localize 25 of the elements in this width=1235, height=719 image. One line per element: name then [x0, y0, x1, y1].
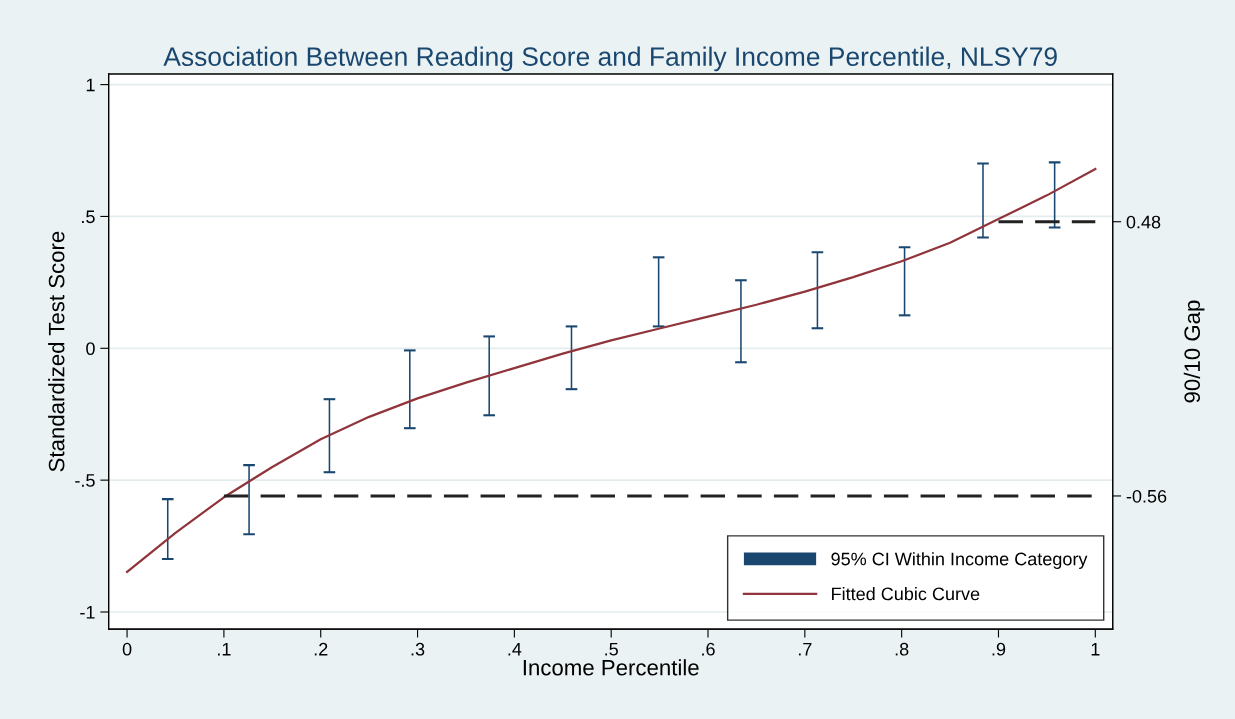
y2-tick-label: -0.56: [1126, 489, 1167, 503]
x-tick-label: .4: [508, 642, 522, 656]
y-tick-label: -1: [80, 606, 95, 619]
chart-title: Association Between Reading Score and Family Income Percentile, NLSY79: [163, 46, 1057, 72]
y-axis-title: Standardized Test Score: [48, 231, 65, 472]
y-tick-label: 0: [86, 342, 95, 356]
y-tick-label: .5: [82, 210, 95, 224]
line-series: [125, 167, 1097, 574]
y2-axis-title: 90/10 Gap: [1183, 300, 1205, 403]
legend-label: Fitted Cubic Curve: [832, 587, 980, 601]
x-tick-label: .6: [702, 642, 715, 656]
x-tick-label: .5: [605, 642, 618, 656]
y-tick-label: 1: [86, 78, 95, 92]
x-tick-label: .7: [798, 642, 812, 656]
x-tick-label: .3: [411, 642, 425, 656]
x-tick-label: .2: [314, 642, 328, 656]
x-tick-label: .9: [992, 642, 1006, 656]
legend-label: 95% CI Within Income Category: [831, 552, 1088, 569]
x-tick-label: .1: [218, 642, 231, 656]
y-tick-label: -.5: [75, 474, 95, 487]
x-tick-label: .8: [895, 642, 909, 656]
y2-tick-label: 0.48: [1126, 215, 1161, 229]
x-tick-label: 1: [1091, 642, 1100, 656]
x-tick-label: 0: [122, 642, 132, 656]
x-axis-title: Income Percentile: [523, 659, 699, 676]
